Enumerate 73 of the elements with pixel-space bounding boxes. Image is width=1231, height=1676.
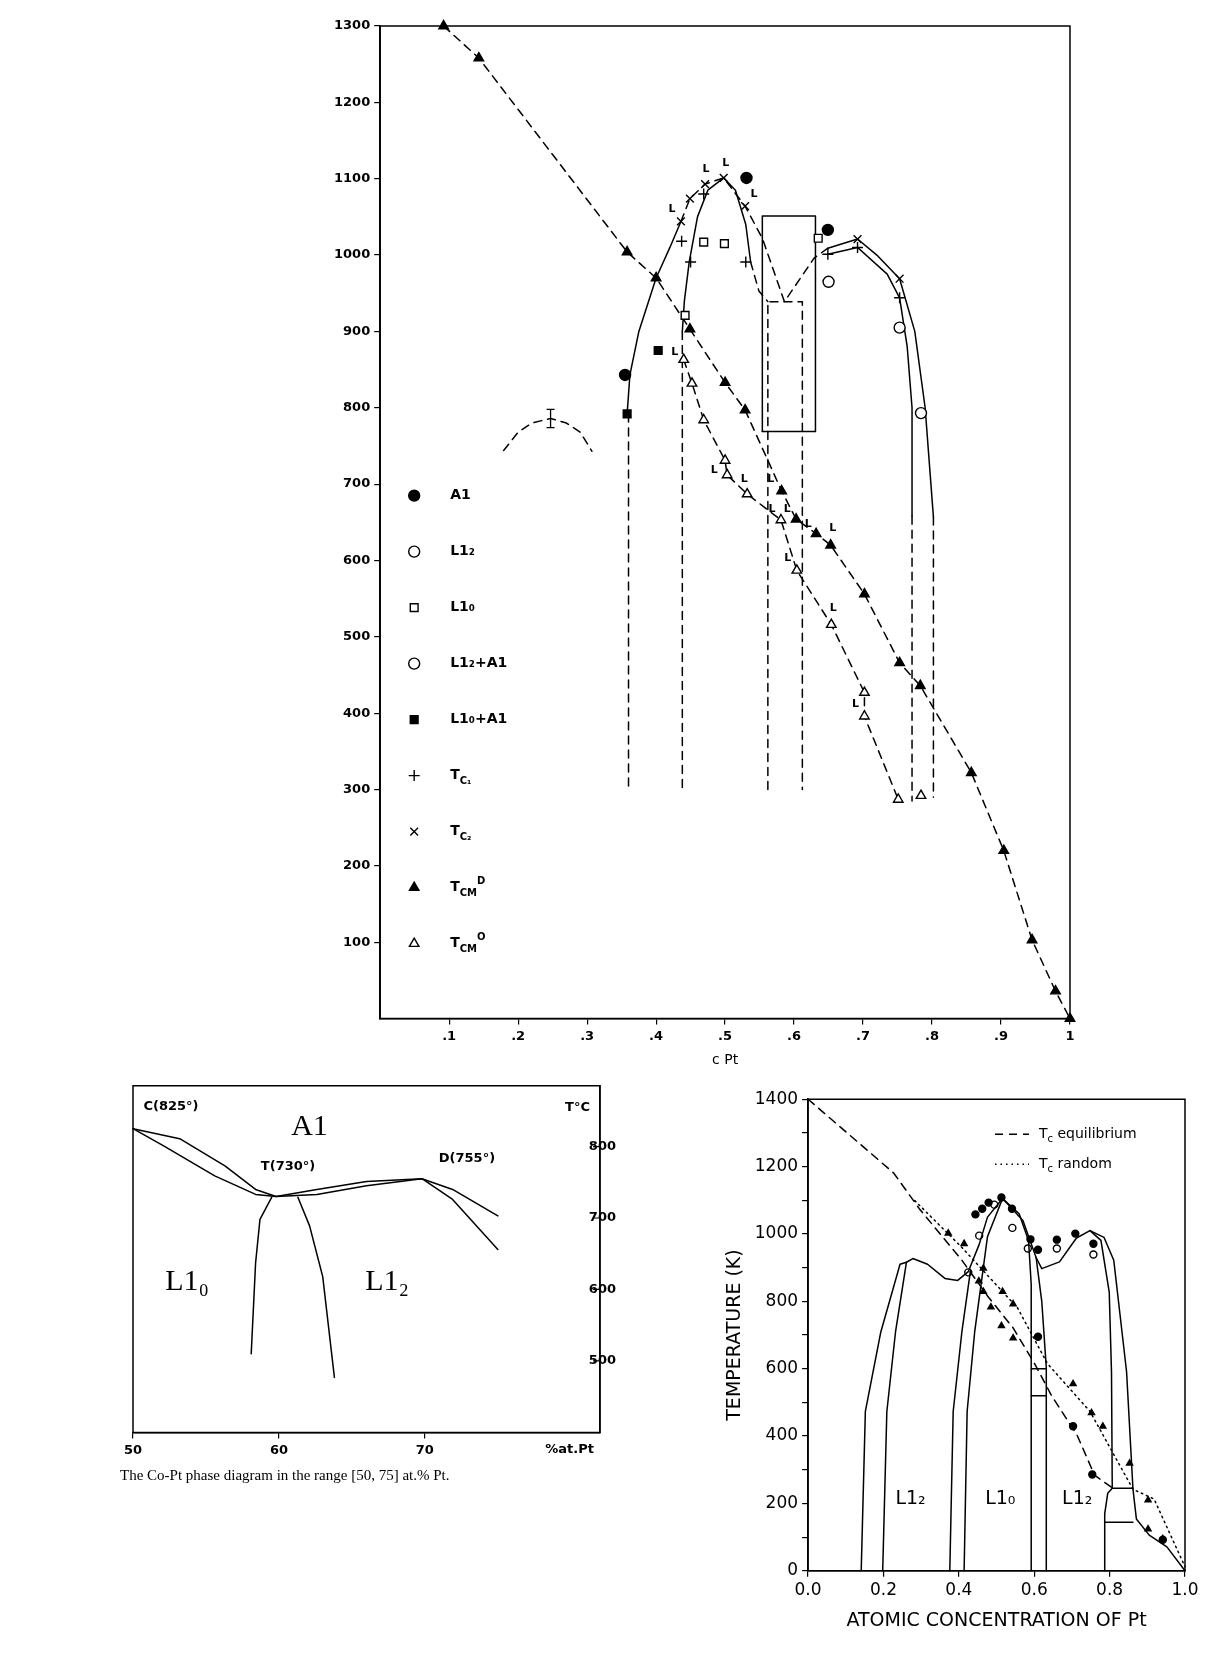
y-tick-label: 1000 <box>333 246 371 262</box>
annotation: L <box>710 462 718 476</box>
y-tick-label: 1000 <box>754 1222 799 1243</box>
legend-label: A1 <box>450 486 471 503</box>
x-tick-label: 1.0 <box>1171 1579 1199 1600</box>
x-tick-label: .9 <box>994 1027 1009 1043</box>
x-tick-label: .1 <box>442 1027 457 1043</box>
annotation: L <box>740 471 748 485</box>
y-tick-label: 800 <box>765 1289 799 1310</box>
annotation: L1₂ <box>895 1486 926 1509</box>
y-tick-label: 400 <box>343 704 371 720</box>
annotation: C(825°) <box>143 1098 199 1114</box>
y-tick-label: 1200 <box>754 1154 799 1175</box>
y-axis-title: T°C <box>565 1099 591 1115</box>
legend-label: L1₂ <box>450 542 475 559</box>
y-tick-label: 1200 <box>333 93 371 109</box>
x-tick-label: 60 <box>269 1441 288 1457</box>
y-tick-label: 0 <box>787 1559 799 1580</box>
annotation: L <box>768 501 776 515</box>
annotation: L1₂ <box>365 1262 409 1296</box>
x-tick-label: .2 <box>511 1027 526 1043</box>
x-axis-title: ATOMIC CONCENTRATION OF Pt <box>846 1607 1147 1630</box>
y-tick-label: 600 <box>765 1357 799 1378</box>
annotation: L <box>671 344 679 358</box>
x-tick-label: 70 <box>415 1441 434 1457</box>
x-tick-label: .7 <box>856 1027 871 1043</box>
annotation: L <box>784 551 792 565</box>
y-tick-label: 800 <box>343 399 371 415</box>
annotation: L <box>851 697 859 711</box>
x-tick-label: .8 <box>925 1027 940 1043</box>
annotation: T(730°) <box>260 1157 316 1173</box>
y-tick-label: 1100 <box>333 170 371 186</box>
y-tick-label: 100 <box>343 933 371 949</box>
legend-label: L1₂+A1 <box>450 654 508 671</box>
legend-label: L1₀+A1 <box>450 710 508 727</box>
x-axis-title: c Pt <box>712 1051 739 1068</box>
annotation: L1₀ <box>985 1486 1016 1509</box>
annotation: L1₂ <box>1062 1486 1093 1509</box>
x-tick-label: 0.0 <box>794 1579 822 1600</box>
y-tick-label: 700 <box>343 475 371 491</box>
y-tick-label: 900 <box>343 322 371 338</box>
x-tick-label: 0.6 <box>1020 1579 1048 1600</box>
annotation: D(755°) <box>438 1150 496 1166</box>
annotation: L <box>668 202 676 216</box>
y-axis-title: TEMPERATURE (K) <box>722 1249 745 1422</box>
y-tick-label: 200 <box>765 1491 799 1512</box>
legend-label: L1₀ <box>450 598 475 615</box>
annotation: L <box>783 502 791 516</box>
annotation: L <box>750 187 758 201</box>
x-tick-label: 0.8 <box>1096 1579 1124 1600</box>
annotation: L1₀ <box>165 1262 210 1296</box>
y-tick-label: 400 <box>765 1424 799 1445</box>
annotation: L <box>829 521 837 535</box>
x-axis-title: %at.Pt <box>545 1440 595 1456</box>
y-tick-label: 300 <box>343 780 371 796</box>
y-tick-label: 1400 <box>754 1087 799 1108</box>
x-tick-label: 0.4 <box>945 1579 973 1600</box>
annotation: L <box>702 161 710 175</box>
x-tick-label: .4 <box>649 1027 664 1043</box>
text: The Co-Pt phase diagram in the range [50, 75] at.% Pt. <box>120 1467 450 1484</box>
x-tick-label: 50 <box>123 1441 143 1457</box>
annotation: A1 <box>291 1108 328 1142</box>
x-tick-label: .5 <box>718 1027 733 1043</box>
y-tick-label: 200 <box>343 857 371 873</box>
x-tick-label: .3 <box>580 1027 595 1043</box>
y-tick-label: 500 <box>343 628 371 644</box>
x-tick-label: .6 <box>787 1027 802 1043</box>
annotation: L <box>722 155 730 169</box>
x-tick-label: 0.2 <box>869 1579 897 1600</box>
annotation: L <box>829 601 837 615</box>
x-tick-label: 1 <box>1065 1027 1075 1043</box>
y-tick-label: 1300 <box>333 17 371 33</box>
y-tick-label: 600 <box>343 551 371 567</box>
